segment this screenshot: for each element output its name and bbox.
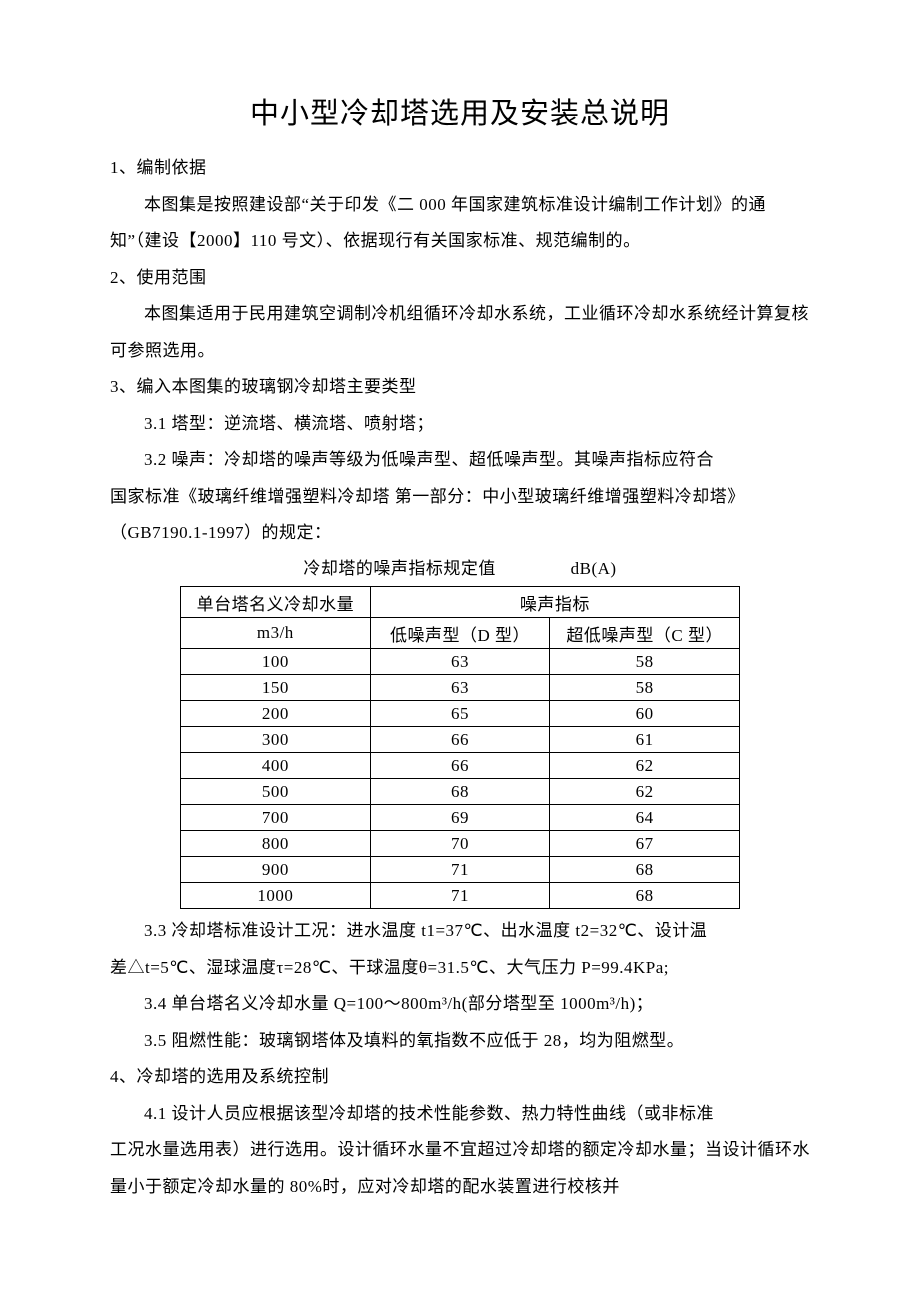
th-merged: 噪声指标 — [370, 587, 739, 618]
table-row: 150 63 58 — [181, 675, 740, 701]
th-col1-line1: 单台塔名义冷却水量 — [181, 587, 371, 618]
cell: 500 — [181, 779, 371, 805]
cell: 400 — [181, 753, 371, 779]
section-2-para-1: 本图集适用于民用建筑空调制冷机组循环冷却水系统，工业循环冷却水系统经计算复核可参… — [110, 296, 810, 369]
cell: 70 — [370, 831, 550, 857]
cell: 1000 — [181, 883, 371, 909]
table-caption-text: 冷却塔的噪声指标规定值 — [303, 559, 496, 578]
cell: 66 — [370, 753, 550, 779]
section-1-heading: 1、编制依据 — [110, 150, 810, 187]
table-row: 100 63 58 — [181, 649, 740, 675]
cell: 65 — [370, 701, 550, 727]
cell: 58 — [550, 649, 740, 675]
cell: 58 — [550, 675, 740, 701]
table-row: 1000 71 68 — [181, 883, 740, 909]
section-3-2-line2: 国家标准《玻璃纤维增强塑料冷却塔 第一部分：中小型玻璃纤维增强塑料冷却塔》（GB… — [110, 479, 810, 552]
cell: 300 — [181, 727, 371, 753]
th-col3: 超低噪声型（C 型） — [550, 618, 740, 649]
th-col2: 低噪声型（D 型） — [370, 618, 550, 649]
doc-title: 中小型冷却塔选用及安装总说明 — [110, 90, 810, 132]
cell: 68 — [550, 857, 740, 883]
cell: 66 — [370, 727, 550, 753]
cell: 64 — [550, 805, 740, 831]
table-row: 900 71 68 — [181, 857, 740, 883]
cell: 61 — [550, 727, 740, 753]
table-caption: 冷却塔的噪声指标规定值 dB(A) — [110, 552, 810, 586]
section-3-3-line2: 差△t=5℃、湿球温度τ=28℃、干球温度θ=31.5℃、大气压力 P=99.4… — [110, 950, 810, 987]
cell: 63 — [370, 649, 550, 675]
cell: 67 — [550, 831, 740, 857]
table-row: 700 69 64 — [181, 805, 740, 831]
th-col1-line2: m3/h — [181, 618, 371, 649]
noise-table: 单台塔名义冷却水量 噪声指标 m3/h 低噪声型（D 型） 超低噪声型（C 型）… — [180, 586, 740, 909]
cell: 700 — [181, 805, 371, 831]
cell: 900 — [181, 857, 371, 883]
section-4-heading: 4、冷却塔的选用及系统控制 — [110, 1059, 810, 1096]
section-4-1-line1: 4.1 设计人员应根据该型冷却塔的技术性能参数、热力特性曲线（或非标准 — [110, 1096, 810, 1133]
section-3-5: 3.5 阻燃性能：玻璃钢塔体及填料的氧指数不应低于 28，均为阻燃型。 — [110, 1023, 810, 1060]
cell: 800 — [181, 831, 371, 857]
cell: 200 — [181, 701, 371, 727]
cell: 68 — [370, 779, 550, 805]
table-unit: dB(A) — [571, 552, 617, 586]
section-3-2-line1: 3.2 噪声：冷却塔的噪声等级为低噪声型、超低噪声型。其噪声指标应符合 — [110, 442, 810, 479]
cell: 69 — [370, 805, 550, 831]
table-row: 200 65 60 — [181, 701, 740, 727]
section-3-1: 3.1 塔型：逆流塔、横流塔、喷射塔； — [110, 406, 810, 443]
section-3-heading: 3、编入本图集的玻璃钢冷却塔主要类型 — [110, 369, 810, 406]
section-1-para-1: 本图集是按照建设部“关于印发《二 000 年国家建筑标准设计编制工作计划》的通知… — [110, 187, 810, 260]
table-row: 400 66 62 — [181, 753, 740, 779]
cell: 150 — [181, 675, 371, 701]
section-2-heading: 2、使用范围 — [110, 260, 810, 297]
cell: 62 — [550, 779, 740, 805]
table-row: 300 66 61 — [181, 727, 740, 753]
cell: 71 — [370, 883, 550, 909]
cell: 68 — [550, 883, 740, 909]
section-3-3-line1: 3.3 冷却塔标准设计工况：进水温度 t1=37℃、出水温度 t2=32℃、设计… — [110, 913, 810, 950]
cell: 71 — [370, 857, 550, 883]
section-3-4: 3.4 单台塔名义冷却水量 Q=100～800m³/h(部分塔型至 1000m³… — [110, 986, 810, 1023]
section-4-1-line2: 工况水量选用表）进行选用。设计循环水量不宜超过冷却塔的额定冷却水量；当设计循环水… — [110, 1132, 810, 1205]
cell: 63 — [370, 675, 550, 701]
cell: 62 — [550, 753, 740, 779]
cell: 60 — [550, 701, 740, 727]
table-row: 500 68 62 — [181, 779, 740, 805]
cell: 100 — [181, 649, 371, 675]
table-row: 800 70 67 — [181, 831, 740, 857]
